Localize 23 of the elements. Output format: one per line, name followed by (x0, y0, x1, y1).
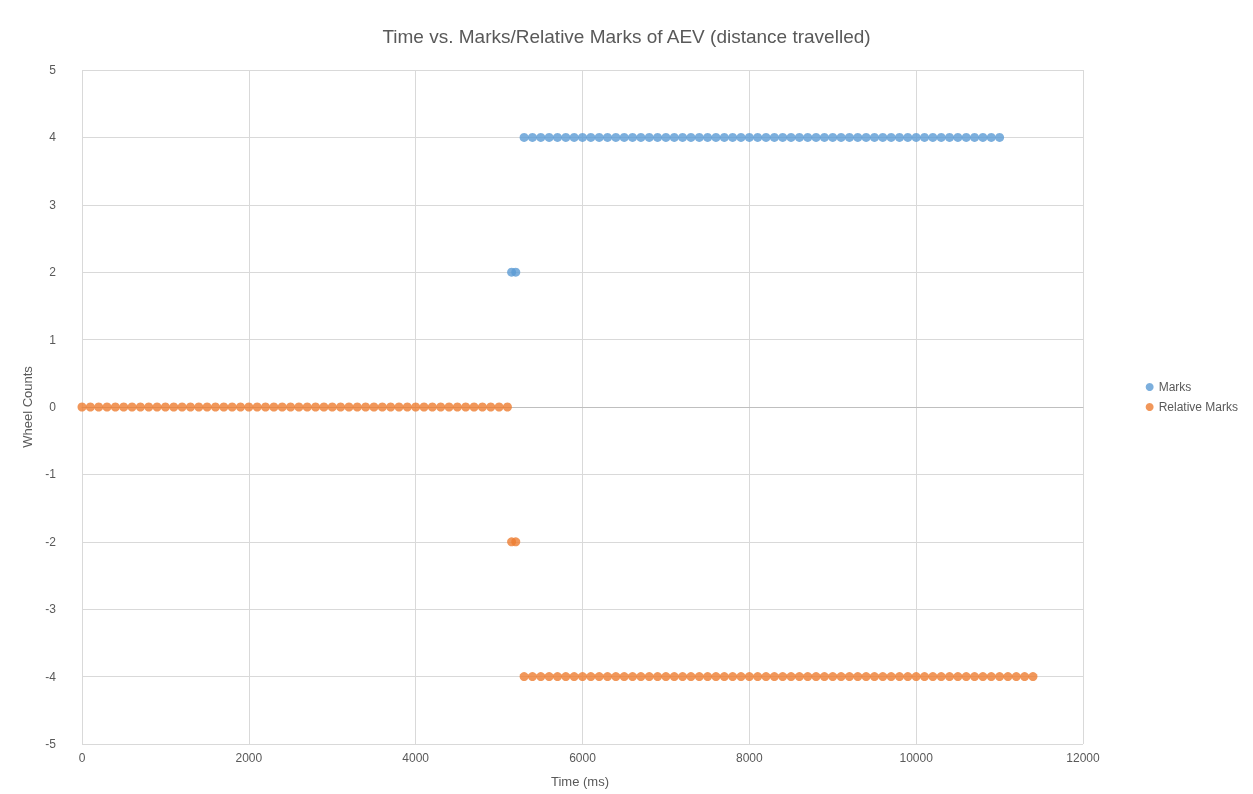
chart-title: Time vs. Marks/Relative Marks of AEV (distance travelled) (382, 26, 871, 47)
y-tick-label: 2 (49, 265, 57, 280)
y-tick-label: 4 (49, 130, 57, 145)
y-tick-label: 5 (49, 63, 57, 77)
y-tick-label: -5 (45, 737, 57, 751)
x-tick-label: 6000 (569, 751, 597, 765)
x-tick-label: 4000 (402, 751, 430, 765)
x-tick-label: 2000 (235, 751, 263, 765)
legend-label: Relative Marks (1158, 400, 1239, 414)
y-tick-label: 1 (49, 332, 57, 347)
x-tick-label: 10000 (899, 751, 934, 765)
x-tick-label: 12000 (1066, 751, 1101, 765)
y-tick-label: 0 (49, 400, 57, 414)
y-tick-label: -4 (45, 669, 57, 684)
x-tick-label: 0 (78, 751, 86, 765)
x-axis-title: Time (ms) (550, 774, 610, 789)
y-tick-label: -3 (45, 602, 57, 617)
x-tick-label: 8000 (735, 751, 763, 765)
y-tick-label: 3 (49, 197, 57, 212)
y-tick-label: -2 (45, 534, 57, 549)
y-axis-title: Wheel Counts (20, 365, 36, 448)
legend-label: Marks (1158, 380, 1192, 394)
y-tick-label: -1 (45, 467, 57, 482)
